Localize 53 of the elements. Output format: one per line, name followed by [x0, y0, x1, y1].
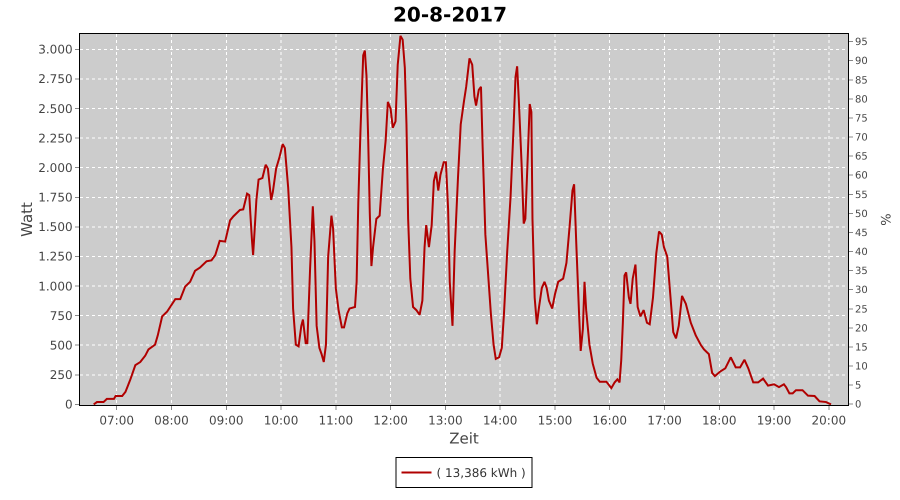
y-tick-label: 3.000: [38, 42, 73, 57]
y-tick-label: 1.250: [38, 250, 73, 264]
y2-tick-label: 85: [855, 75, 868, 86]
y2-tick-label: 0: [855, 400, 862, 411]
x-tick-label: 16:00: [592, 413, 628, 428]
x-tick-label: 14:00: [482, 413, 518, 428]
y2-tick-label: 70: [855, 132, 868, 144]
y2-tick-label: 35: [855, 266, 868, 278]
y2-tick-label: 30: [855, 285, 868, 296]
y2-tick-label: 95: [855, 37, 868, 48]
x-tick-label: 10:00: [264, 413, 298, 428]
x-tick-label: 07:00: [99, 413, 134, 428]
y2-tick-label: 15: [855, 342, 868, 354]
y2-tick-label: 90: [855, 56, 868, 68]
y2-tick-label: 40: [855, 247, 868, 258]
x-tick-label: 20:00: [812, 413, 846, 428]
y-tick-label: 2.750: [38, 72, 73, 86]
y-tick-label: 2.500: [38, 102, 73, 116]
y2-tick-label: 60: [855, 170, 868, 182]
x-tick-label: 12:00: [373, 413, 408, 428]
y2-tick-label: 5: [855, 380, 862, 392]
y2-tick-label: 80: [855, 94, 868, 106]
line-series: [92, 34, 832, 405]
x-tick-label: 19:00: [756, 413, 792, 428]
y-tick-label: 750: [50, 308, 73, 323]
y2-tick-label: 75: [855, 113, 868, 124]
x-tick-label: 11:00: [318, 413, 354, 428]
y2-tick-label: 50: [855, 208, 868, 220]
y-tick-label: 2.000: [38, 160, 73, 175]
y2-tick-label: 65: [855, 152, 868, 163]
chart-title: 20-8-2017: [392, 2, 508, 26]
y-tick-label: 250: [50, 368, 73, 382]
x-axis-title: Zeit: [449, 429, 479, 448]
y-tick-label: 2.250: [38, 131, 73, 146]
x-tick-label: 17:00: [647, 413, 682, 428]
y-tick-label: 1.750: [38, 190, 73, 205]
y-tick-label: 500: [50, 338, 73, 352]
x-tick-label: 18:00: [702, 413, 737, 428]
y-tick-label: 1.000: [38, 279, 73, 294]
x-tick-label: 13:00: [428, 413, 463, 428]
y-tick-label: 0: [64, 398, 73, 412]
y2-tick-label: 20: [855, 323, 868, 334]
y-axis-title: Watt: [18, 202, 36, 237]
y2-tick-label: 45: [855, 228, 868, 239]
y2-axis-title: %: [880, 213, 894, 226]
x-tick-label: 09:00: [208, 413, 244, 428]
legend-label: ( 13,386 kWh ): [436, 466, 526, 480]
x-tick-label: 08:00: [154, 413, 189, 428]
x-tick-label: 15:00: [538, 413, 572, 428]
y-tick-label: 1.500: [38, 220, 73, 234]
y2-tick-label: 10: [855, 362, 868, 373]
y2-tick-label: 55: [855, 190, 868, 201]
y2-tick-label: 25: [855, 304, 868, 316]
